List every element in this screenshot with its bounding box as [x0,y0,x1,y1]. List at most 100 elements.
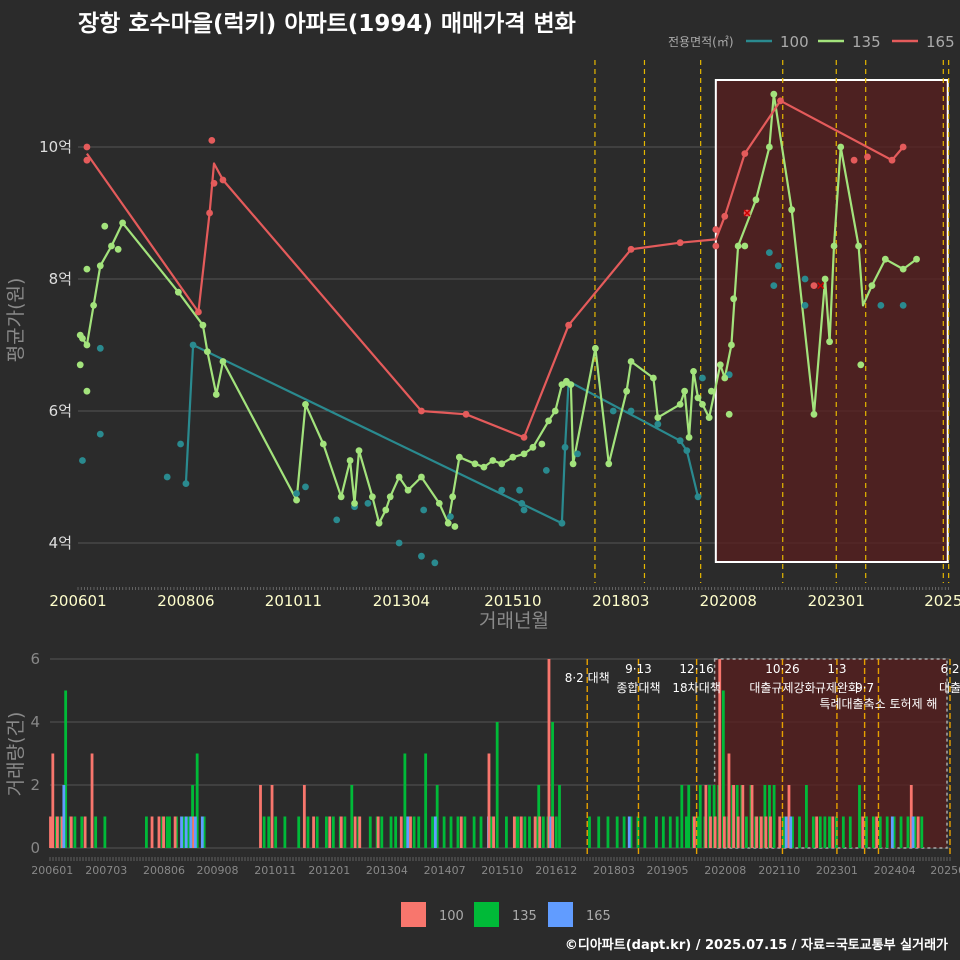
volume-bar-135 [680,785,684,848]
volume-bar-135 [687,785,691,848]
data-point-100 [877,302,885,309]
bar-x-tick-label: 201304 [366,864,408,877]
volume-bar-135 [168,816,171,848]
volume-bar-165 [193,816,197,848]
data-point-135 [857,361,865,369]
volume-bar-100 [538,816,542,848]
legend-label: 135 [852,33,881,51]
volume-bar-165 [406,816,410,848]
policy-date-label: 10·26 [765,662,799,676]
data-point-100 [96,430,104,438]
bar-x-tick-label: 200908 [197,864,239,877]
volume-bar-135 [343,816,347,848]
data-point-165 [210,179,218,187]
volume-bar-135 [858,785,861,848]
volume-bar-165 [184,816,188,848]
volume-bar-135 [331,816,335,848]
volume-bar-100 [755,816,759,848]
volume-bar-100 [704,785,708,848]
volume-bar-135 [818,816,822,848]
volume-bar-135 [442,816,446,848]
policy-name-label: 대출 [939,681,960,695]
data-point-165 [721,212,729,220]
data-point-135 [529,443,537,451]
volume-bar-135 [606,816,610,848]
data-point-135 [868,282,876,289]
volume-bar-100 [150,816,154,848]
bar-x-tick-label: 201905 [647,864,689,877]
volume-bar-100 [69,816,73,848]
volume-bar-165 [627,816,631,848]
volume-bar-100 [302,785,306,848]
volume-bar-100 [709,816,712,848]
data-point-135 [681,387,689,395]
volume-bar-135 [848,816,852,848]
data-point-135 [83,265,91,273]
data-point-100 [79,457,86,464]
volume-bar-100 [512,816,516,848]
volume-bar-135 [865,816,868,848]
series-line-135 [79,93,918,525]
data-point-135 [837,143,845,151]
data-point-135 [293,496,300,504]
data-point-135 [444,519,452,527]
volume-bar-100 [831,816,835,848]
data-point-135 [471,460,479,468]
x-marker [743,209,751,217]
data-point-100 [542,467,550,474]
volume-bar-135 [588,816,591,848]
data-point-135 [690,368,697,375]
data-point-100 [364,500,372,507]
data-point-100 [302,483,309,491]
series-points [76,90,920,567]
volume-bar-135 [325,816,328,848]
top-axes: 200601 200806 201011 201304 201510 201803 2020… [5,278,960,632]
volume-bar-100 [399,816,403,848]
volume-bar-100 [459,816,463,848]
footer-credit: ©디아파트(dapt.kr) / 2025.07.15 / 자료=국토교통부 실… [564,938,948,953]
data-point-165 [810,282,818,289]
volume-bar-100 [60,816,64,848]
volume-bar-135 [103,816,107,848]
data-point-165 [899,143,907,151]
data-point-135 [826,338,833,346]
data-point-135 [79,335,86,342]
data-point-135 [199,321,207,329]
bar-legend-swatch-165 [548,902,573,927]
data-point-165 [565,321,573,329]
volume-bar-135 [412,816,416,848]
data-point-135 [730,295,738,303]
data-point-135 [337,493,345,501]
data-point-100 [516,486,523,494]
data-point-135 [741,242,749,250]
data-point-135 [654,414,662,421]
volume-bar-100 [713,816,717,848]
volume-bar-135 [878,816,882,848]
data-point-135 [114,245,122,253]
data-point-100 [801,302,809,309]
volume-bar-100 [173,816,177,848]
data-point-100 [676,437,684,445]
chart-title: 장항 호수마을(럭키) 아파트(1994) 매매가격 변화 [78,11,576,37]
data-point-135 [721,374,729,382]
volume-bar-100 [487,753,491,848]
volume-bar-135 [495,722,499,848]
data-point-165 [741,150,749,158]
data-point-135 [219,358,227,365]
data-point-135 [855,242,862,250]
data-point-135 [725,410,733,418]
data-point-100 [182,480,190,487]
volume-bar-135 [435,785,439,848]
volume-bar-135 [597,816,601,848]
data-point-135 [174,288,182,296]
volume-bar-135 [920,816,924,848]
data-point-135 [913,255,920,263]
volume-bar-100 [718,659,722,848]
data-point-165 [520,434,528,441]
volume-bar-100 [90,753,94,848]
volume-bar-100 [49,816,52,848]
volume-bar-135 [629,816,633,848]
volume-bar-135 [350,785,354,848]
volume-bar-100 [815,816,819,848]
data-point-100 [177,440,184,448]
